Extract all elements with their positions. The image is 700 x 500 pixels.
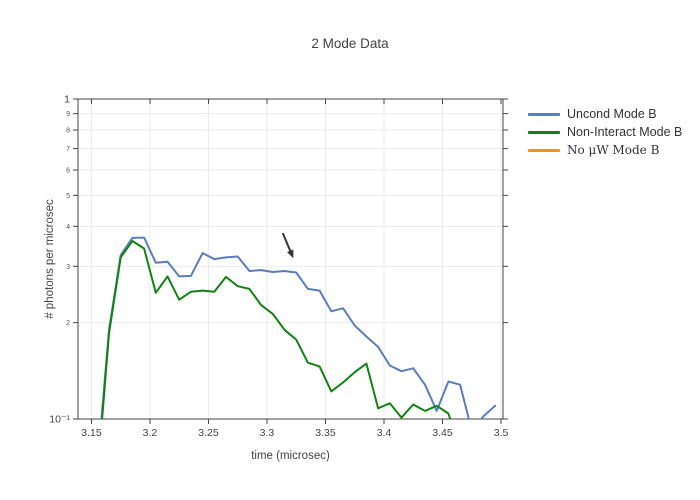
legend-item-uncond-mode-b[interactable]: Uncond Mode B [528, 105, 682, 123]
gridlines [78, 99, 503, 419]
legend-item-label: Non-Interact Mode B [567, 125, 683, 139]
svg-text:3.4: 3.4 [377, 427, 392, 439]
legend-line-swatch [528, 112, 560, 116]
svg-text:3.15: 3.15 [81, 427, 102, 439]
series-line-non-interact-mode-b [101, 240, 452, 419]
svg-text:5: 5 [66, 193, 70, 200]
legend-line-swatch [528, 148, 560, 152]
svg-text:3.25: 3.25 [198, 427, 219, 439]
axis-frame [77, 98, 504, 420]
svg-text:3.45: 3.45 [432, 427, 453, 439]
svg-text:3.5: 3.5 [494, 427, 509, 439]
svg-text:3.3: 3.3 [260, 427, 275, 439]
svg-text:9: 9 [66, 111, 70, 118]
tick-marks [73, 98, 508, 424]
annotation-arrow [281, 232, 294, 259]
legend: Uncond Mode B Non-Interact Mode B No μW … [528, 105, 682, 159]
svg-text:3.2: 3.2 [143, 427, 158, 439]
tick-labels: 3.15 3.2 3.25 3.3 3.35 3.4 3.45 3.5 1 9 8 7 6 5 4 3 2 10⁻… [49, 94, 508, 440]
svg-text:4: 4 [66, 224, 70, 231]
legend-item-no-uw-mode-b[interactable]: No μW Mode B [528, 141, 682, 159]
legend-item-non-interact-mode-b[interactable]: Non-Interact Mode B [528, 123, 682, 141]
svg-text:3: 3 [66, 264, 70, 271]
svg-text:6: 6 [66, 167, 70, 174]
svg-text:2: 2 [66, 320, 70, 327]
x-axis-label: time (microsec) [251, 450, 330, 462]
series-lines [100, 236, 497, 419]
legend-item-label: Uncond Mode B [567, 107, 657, 121]
y-axis-label: # photons per microsec [44, 199, 56, 319]
series-line-uncond-mode-b [100, 236, 497, 419]
legend-line-swatch [528, 130, 560, 134]
svg-text:10⁻¹: 10⁻¹ [49, 414, 70, 426]
svg-text:7: 7 [66, 146, 70, 153]
svg-text:1: 1 [64, 94, 70, 106]
svg-text:8: 8 [66, 128, 70, 135]
svg-text:3.35: 3.35 [315, 427, 336, 439]
legend-item-label: No μW Mode B [567, 143, 660, 157]
chart-title: 2 Mode Data [311, 36, 389, 51]
